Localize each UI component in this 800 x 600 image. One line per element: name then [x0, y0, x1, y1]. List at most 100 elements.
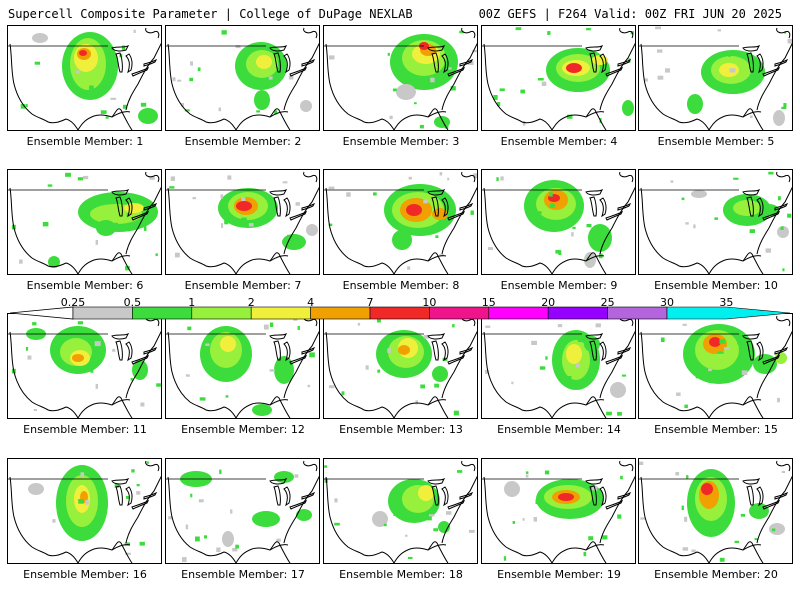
- scp-speck: [32, 322, 37, 326]
- scp-speck: [470, 210, 474, 215]
- scp-speck: [665, 68, 670, 73]
- scp-speck: [365, 365, 369, 370]
- scp-speck: [334, 498, 338, 503]
- scp-speck: [297, 326, 300, 330]
- scp-speck: [268, 76, 273, 80]
- scp-speck: [80, 472, 85, 477]
- scp-speck: [248, 223, 254, 227]
- scp-speck: [676, 392, 681, 396]
- scp-speck: [459, 30, 464, 34]
- scp-speck: [235, 544, 239, 549]
- ensemble-member-map-17: [165, 458, 320, 564]
- scp-speck: [784, 31, 787, 34]
- scp-contour-blob: [733, 200, 761, 216]
- scp-speck: [324, 465, 328, 468]
- scp-speck: [433, 528, 438, 532]
- scp-speck: [78, 499, 84, 504]
- colorbar-segment: [429, 306, 490, 320]
- colorbar-tick-label: 30: [660, 296, 674, 309]
- scp-speck: [545, 356, 548, 360]
- scp-speck: [737, 341, 741, 345]
- scp-speck: [640, 517, 646, 520]
- scp-speck: [373, 192, 377, 196]
- scp-speck: [219, 469, 222, 475]
- gulf-coast: [269, 399, 289, 406]
- scp-speck: [393, 511, 397, 516]
- scp-contour-blob: [96, 220, 116, 236]
- ensemble-member-map-11: [7, 313, 162, 419]
- scp-speck: [155, 253, 158, 257]
- scp-speck: [682, 323, 687, 326]
- ensemble-member-map-3: [323, 25, 478, 131]
- gulf-coast: [585, 544, 605, 551]
- scp-speck: [684, 516, 688, 522]
- great-lakes: [269, 477, 316, 510]
- scp-speck: [497, 102, 501, 107]
- scp-speck: [620, 475, 623, 480]
- ensemble-member-label: Ensemble Member: 13: [339, 423, 463, 436]
- scp-speck: [750, 115, 753, 118]
- northeast-coast: [461, 27, 476, 39]
- ensemble-member-map-20: [638, 458, 793, 564]
- scp-speck: [357, 322, 361, 326]
- scp-speck: [439, 172, 443, 176]
- scp-speck: [65, 172, 71, 177]
- ensemble-member-label: Ensemble Member: 11: [23, 423, 147, 436]
- scp-speck: [377, 369, 381, 373]
- scp-contour-blob: [124, 203, 144, 213]
- colorbar-segment: [666, 306, 790, 320]
- scp-speck: [133, 29, 136, 33]
- scp-speck: [42, 222, 49, 227]
- gulf-coast: [111, 544, 131, 551]
- northeast-coast: [619, 27, 634, 39]
- map-canvas: [166, 27, 319, 130]
- scp-speck: [185, 374, 190, 377]
- gulf-coast: [585, 111, 605, 118]
- gulf-coast: [742, 111, 762, 118]
- scp-speck: [686, 475, 689, 479]
- scp-speck: [493, 95, 498, 100]
- scp-contour-blob: [687, 94, 703, 114]
- scp-speck: [617, 411, 622, 416]
- scp-speck: [256, 110, 260, 113]
- gulf-coast: [427, 255, 447, 262]
- scp-contour-blob: [392, 230, 412, 250]
- scp-speck: [122, 104, 128, 109]
- scp-speck: [749, 229, 755, 233]
- scp-speck: [140, 102, 147, 107]
- northeast-coast: [776, 315, 791, 327]
- scp-speck: [263, 324, 269, 330]
- scp-speck: [95, 239, 98, 245]
- scp-speck: [699, 366, 705, 371]
- ensemble-member-map-6: [7, 169, 162, 275]
- scp-speck: [136, 491, 141, 495]
- scp-speck: [724, 347, 730, 350]
- scp-speck: [423, 334, 430, 339]
- scp-speck: [522, 121, 526, 126]
- scp-contour-blob: [622, 100, 634, 116]
- scp-speck: [125, 265, 130, 271]
- scp-speck: [586, 224, 592, 228]
- scp-speck: [533, 517, 537, 522]
- scp-contour-blob: [406, 204, 422, 216]
- great-lakes: [111, 188, 158, 221]
- scp-speck: [156, 383, 161, 387]
- scp-speck: [334, 522, 340, 526]
- scp-speck: [124, 542, 130, 546]
- scp-speck: [717, 29, 721, 32]
- scp-contour-blob: [300, 100, 312, 112]
- scp-speck: [407, 266, 411, 270]
- scp-speck: [341, 391, 345, 396]
- scp-contour-blob: [79, 50, 87, 56]
- scp-speck: [781, 106, 787, 110]
- colorbar-segment: [191, 306, 252, 320]
- scp-speck: [606, 411, 612, 416]
- ensemble-member-map-2: [165, 25, 320, 131]
- colorbar-segment: [310, 306, 371, 320]
- scp-speck: [126, 496, 129, 499]
- scp-field: [488, 176, 612, 268]
- scp-speck: [578, 338, 583, 343]
- scp-speck: [25, 347, 29, 351]
- scp-speck: [220, 194, 224, 199]
- map-canvas: [8, 171, 161, 274]
